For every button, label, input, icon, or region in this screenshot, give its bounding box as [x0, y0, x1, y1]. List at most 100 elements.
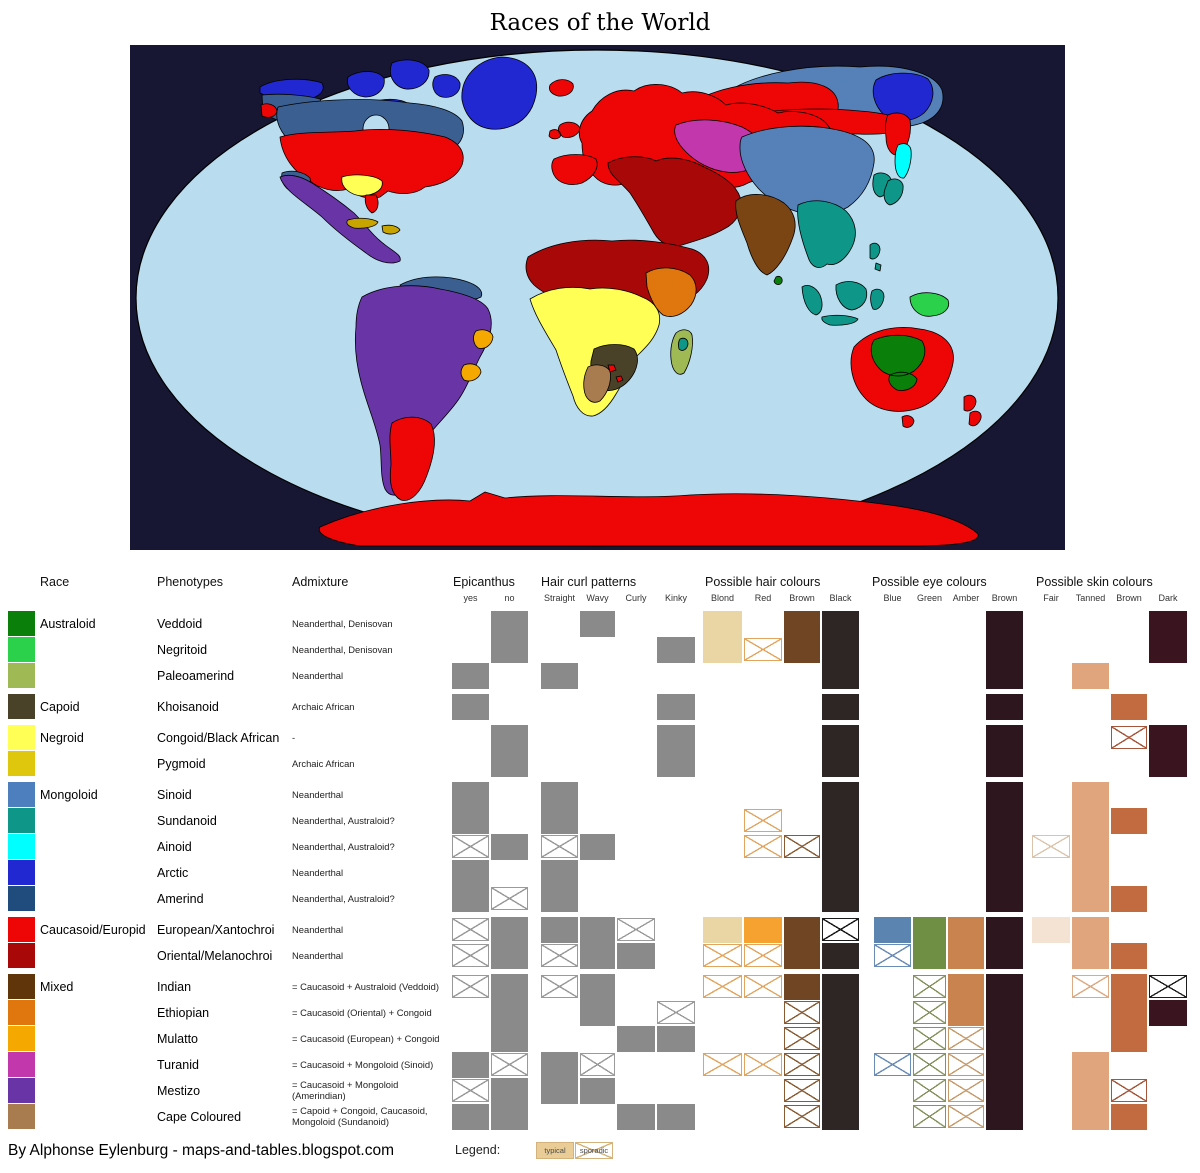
s_brown-sporadic-cell — [1111, 1079, 1147, 1102]
column-label-ep_yes: yes — [463, 593, 478, 603]
ep_no-typical-cell — [491, 1104, 528, 1130]
e_brown-typical-cell — [986, 611, 1023, 637]
table-row: Amerind Neanderthal, Australoid? — [0, 886, 1200, 912]
phenotype-label: Cape Coloured — [157, 1110, 242, 1124]
h_brown-sporadic-cell — [784, 1105, 820, 1128]
e_brown-typical-cell — [986, 1000, 1023, 1026]
phenotype-label: Sundanoid — [157, 814, 217, 828]
column-label-h_brown: Brown — [789, 593, 815, 603]
column-label-straight: Straight — [543, 593, 576, 603]
ep_no-typical-cell — [491, 917, 528, 943]
ep_yes-typical-cell — [452, 782, 489, 808]
admixture-text: = Caucasoid + Mongoloid (Sinoid) — [292, 1058, 434, 1070]
race-swatch — [8, 694, 35, 719]
e_blue-typical-cell — [874, 917, 911, 943]
phenotype-label: European/Xantochroi — [157, 923, 275, 937]
h_brown-typical-cell — [784, 974, 820, 1000]
e_brown-typical-cell — [986, 663, 1023, 689]
phenotype-label: Khoisanoid — [157, 700, 219, 714]
curly-typical-cell — [617, 943, 655, 969]
s_brown-typical-cell — [1111, 1000, 1147, 1026]
wavy-typical-cell — [580, 943, 615, 969]
ep_no-typical-cell — [491, 1000, 528, 1026]
ep_yes-typical-cell — [452, 886, 489, 912]
e_brown-typical-cell — [986, 782, 1023, 808]
h_black-typical-cell — [822, 1000, 859, 1026]
s_brown-typical-cell — [1111, 974, 1147, 1000]
kinky-typical-cell — [657, 751, 695, 777]
e_green-sporadic-cell — [913, 975, 946, 998]
race-group-label: Mixed — [40, 980, 74, 994]
region-sa-settlers — [607, 364, 624, 383]
ep_no-typical-cell — [491, 943, 528, 969]
phenotype-label: Negritoid — [157, 643, 208, 657]
h_blond-sporadic-cell — [703, 1053, 742, 1076]
h_black-typical-cell — [822, 974, 859, 1000]
wavy-typical-cell — [580, 611, 615, 637]
table-row: Mestizo = Caucasoid + Mongoloid (Amerindi… — [0, 1078, 1200, 1104]
s_dark-sporadic-cell — [1149, 975, 1187, 998]
phenotype-label: Amerind — [157, 892, 204, 906]
table-row: Ainoid Neanderthal, Australoid? — [0, 834, 1200, 860]
h_brown-typical-cell — [784, 917, 820, 943]
region-se-asia — [797, 200, 856, 268]
ep_yes-typical-cell — [452, 1052, 489, 1078]
ep_no-typical-cell — [491, 974, 528, 1000]
s_tanned-sporadic-cell — [1072, 975, 1109, 998]
h_brown-sporadic-cell — [784, 1079, 820, 1102]
race-group-label: Capoid — [40, 700, 80, 714]
straight-sporadic-cell — [541, 835, 578, 858]
phenotype-label: Oriental/Melanochroi — [157, 949, 273, 963]
admixture-text: Neanderthal — [292, 923, 344, 935]
admixture-text: Neanderthal — [292, 788, 344, 800]
column-label-s_brown: Brown — [1116, 593, 1142, 603]
kinky-typical-cell — [657, 1104, 695, 1130]
s_dark-typical-cell — [1149, 751, 1187, 777]
race-table: Australoid Veddoid Neanderthal, Denisovan N… — [0, 611, 1200, 1130]
wavy-typical-cell — [580, 834, 615, 860]
region-tasmania — [901, 415, 915, 428]
s_brown-sporadic-cell — [1111, 726, 1147, 749]
e_brown-typical-cell — [986, 917, 1023, 943]
h_blond-typical-cell — [703, 637, 742, 663]
h_red-sporadic-cell — [744, 835, 782, 858]
h_blond-sporadic-cell — [703, 944, 742, 967]
region-usa-southeast — [341, 174, 383, 197]
e_amber-typical-cell — [948, 1000, 984, 1026]
straight-typical-cell — [541, 860, 578, 886]
straight-typical-cell — [541, 1078, 578, 1104]
h_black-typical-cell — [822, 1078, 859, 1104]
h_brown-typical-cell — [784, 611, 820, 637]
attribution: By Alphonse Eylenburg - maps-and-tables.… — [8, 1142, 394, 1159]
phenotype-label: Mestizo — [157, 1084, 201, 1098]
ep_no-sporadic-cell — [491, 1053, 528, 1076]
ep_yes-sporadic-cell — [452, 835, 489, 858]
e_brown-typical-cell — [986, 1078, 1023, 1104]
ep_yes-sporadic-cell — [452, 918, 489, 941]
column-label-h_black: Black — [829, 593, 852, 603]
admixture-text: Neanderthal — [292, 669, 344, 681]
e_brown-typical-cell — [986, 860, 1023, 886]
table-row: Mulatto = Caucasoid (European) + Congoid — [0, 1026, 1200, 1052]
straight-typical-cell — [541, 782, 578, 808]
h_brown-sporadic-cell — [784, 1027, 820, 1050]
e_brown-typical-cell — [986, 974, 1023, 1000]
page-title: Races of the World — [489, 10, 711, 36]
h_black-typical-cell — [822, 1026, 859, 1052]
region-british-isles — [548, 121, 581, 140]
e_amber-sporadic-cell — [948, 1053, 984, 1076]
e_green-typical-cell — [913, 943, 946, 969]
e_brown-typical-cell — [986, 1104, 1023, 1130]
straight-typical-cell — [541, 917, 578, 943]
s_tanned-typical-cell — [1072, 782, 1109, 808]
e_amber-typical-cell — [948, 917, 984, 943]
straight-typical-cell — [541, 1052, 578, 1078]
race-swatch — [8, 808, 35, 833]
region-new-zealand — [963, 394, 982, 427]
table-row: Negroid Congoid/Black African - — [0, 725, 1200, 751]
table-row: Capoid Khoisanoid Archaic African — [0, 694, 1200, 720]
ep_no-typical-cell — [491, 637, 528, 663]
ep_no-typical-cell — [491, 725, 528, 751]
h_black-typical-cell — [822, 751, 859, 777]
legend-typical-box: typical — [536, 1142, 574, 1159]
